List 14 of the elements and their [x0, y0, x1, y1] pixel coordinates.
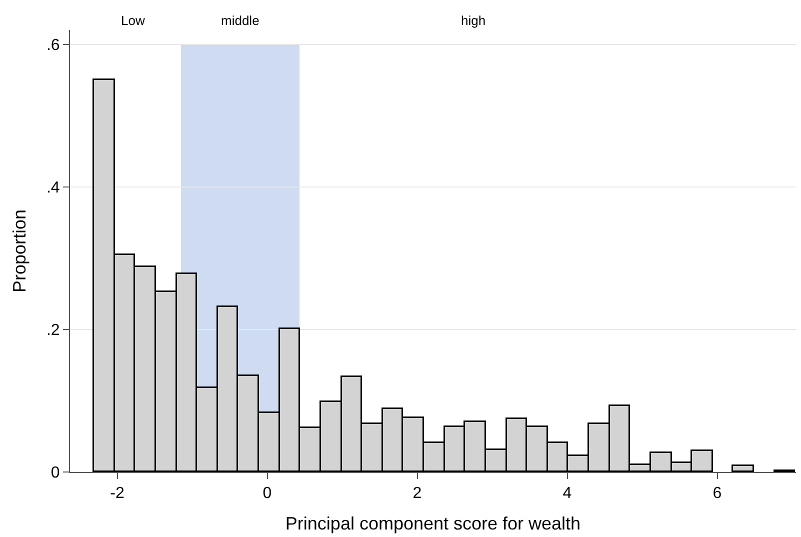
- x-tick-label: -2: [110, 485, 124, 502]
- x-tick-label: 0: [262, 485, 272, 502]
- band-label: middle: [221, 13, 260, 28]
- text: Low: [121, 13, 146, 28]
- y-tick-label: .4: [46, 179, 60, 196]
- y-axis-title: Proportion: [10, 209, 30, 293]
- x-tick-label: 4: [562, 485, 572, 502]
- x-tick-label: 6: [712, 485, 722, 502]
- text: high: [461, 13, 486, 28]
- y-tick-label: .2: [46, 322, 60, 340]
- x-tick-label: 2: [412, 485, 422, 502]
- y-tick-label: .6: [46, 36, 60, 54]
- y-tick-label: 0: [50, 464, 60, 482]
- x-axis-title: Principal component score for wealth: [285, 513, 581, 534]
